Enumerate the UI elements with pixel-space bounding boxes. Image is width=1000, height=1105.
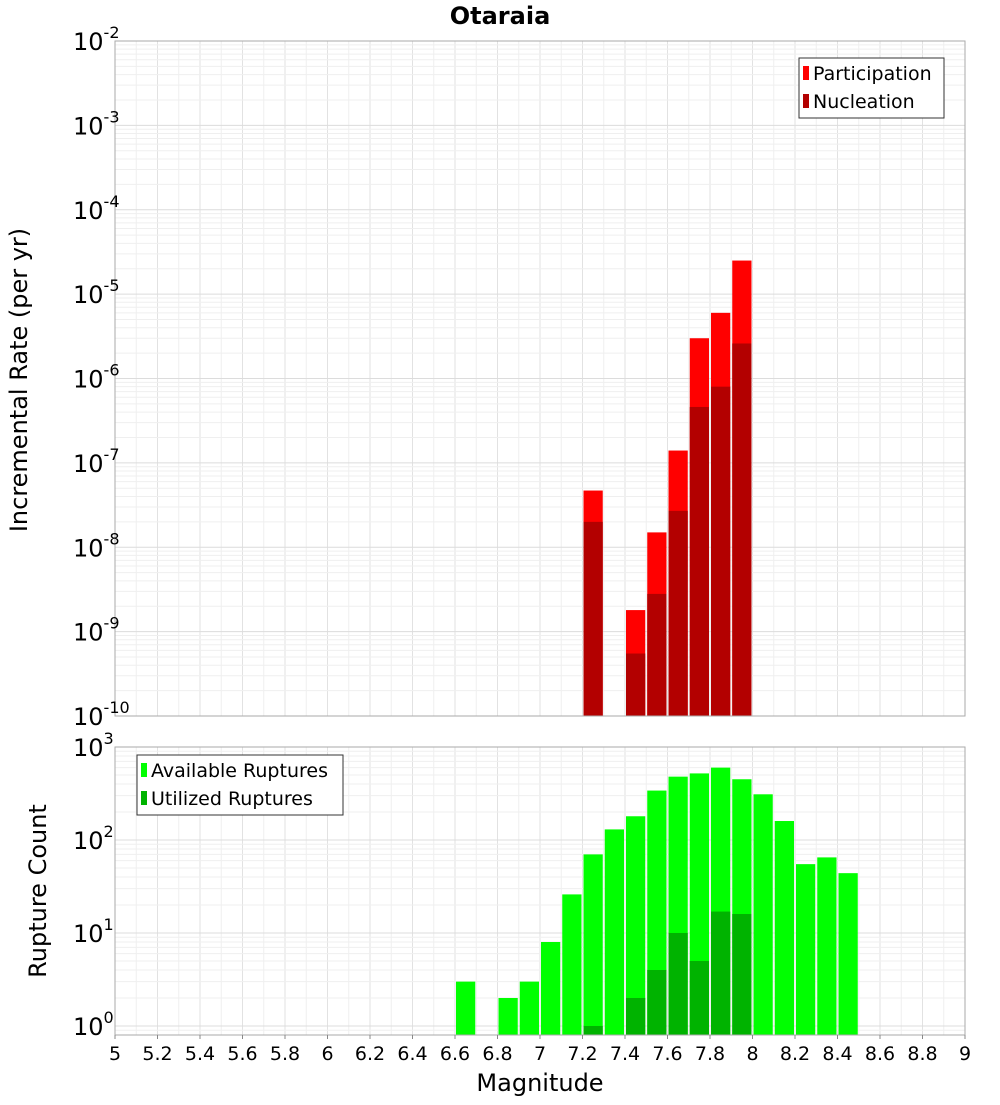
y-tick-label: 10-6 [73,361,120,394]
series-available-ruptures [456,767,858,1035]
y-tick-label: 101 [73,915,114,948]
x-tick-label: 7 [534,1043,546,1065]
x-tick-label: 7.4 [610,1043,640,1065]
top-y-axis-label: Incremental Rate (per yr) [5,228,33,532]
y-tick-label: 10-10 [73,698,130,731]
bar [583,521,603,716]
bar [711,386,731,716]
bar [626,816,646,1035]
legend-swatch [141,791,147,805]
bar [668,510,688,716]
x-tick-label: 9 [959,1043,971,1065]
bar [796,864,816,1035]
y-tick-label: 10-9 [73,614,120,647]
x-tick-label: 6 [321,1043,333,1065]
bar [498,997,518,1035]
legend-box [798,57,945,119]
x-tick-label: 5.6 [227,1043,257,1065]
bottom-y-axis-label: Rupture Count [24,804,52,978]
bar [711,911,731,1035]
bar [817,857,837,1035]
legend-rate: Participation Nucleation [798,57,945,119]
x-tick-label: 8.6 [865,1043,895,1065]
x-tick-label: 6.4 [397,1043,427,1065]
legend-label: Participation [813,63,932,85]
bar [626,653,646,716]
x-tick-label: 8.8 [907,1043,937,1065]
x-tick-label: 6.6 [440,1043,470,1065]
bar [774,821,794,1035]
x-tick-label: 8 [746,1043,758,1065]
y-tick-label: 10-5 [73,276,120,309]
y-tick-label: 10-3 [73,107,120,140]
legend-box [136,754,344,816]
bar [583,854,603,1035]
y-tick-label: 102 [73,822,114,855]
y-tick-label: 10-8 [73,529,120,562]
legend-label: Available Ruptures [151,760,328,782]
plot-frame-rate [114,40,966,717]
bar [562,894,582,1035]
bar [647,593,667,716]
series-nucleation [583,343,752,716]
bar [689,960,709,1035]
bar [647,969,667,1035]
y-tick-label: 103 [73,729,114,762]
x-tick-label: 7.2 [567,1043,597,1065]
bar [732,914,752,1035]
x-tick-label: 5.4 [185,1043,215,1065]
x-axis-label: Magnitude [476,1069,603,1097]
legend-swatch [141,763,147,777]
x-tick-label: 7.6 [652,1043,682,1065]
x-tick-label: 5.8 [270,1043,300,1065]
bar [519,981,539,1035]
bar [689,406,709,716]
bar [456,981,476,1035]
y-tick-label: 10-4 [73,192,120,225]
y-tick-label: 100 [73,1008,114,1041]
legend-count: Available Ruptures Utilized Ruptures [136,754,344,816]
y-tick-label: 10-2 [73,23,120,56]
legend-swatch [803,66,809,80]
x-tick-label: 5.2 [142,1043,172,1065]
legend-label: Utilized Ruptures [151,788,313,810]
bar [541,942,561,1035]
legend-swatch [803,94,809,108]
bar [583,1025,603,1035]
x-tick-label: 8.4 [822,1043,852,1065]
bar [668,932,688,1035]
bar [753,794,773,1035]
x-tick-label: 6.8 [482,1043,512,1065]
bar [732,343,752,716]
x-tick-label: 5 [109,1043,121,1065]
legend-label: Nucleation [813,91,915,113]
bar [604,829,624,1035]
bar [626,997,646,1035]
y-tick-label: 10-7 [73,445,120,478]
bar [838,873,858,1035]
series-utilized-ruptures [583,911,752,1035]
x-tick-label: 6.2 [355,1043,385,1065]
chart-title: Otaraia [450,2,551,30]
x-tick-label: 7.8 [695,1043,725,1065]
grid-rate [114,40,966,717]
x-tick-label: 8.2 [780,1043,810,1065]
